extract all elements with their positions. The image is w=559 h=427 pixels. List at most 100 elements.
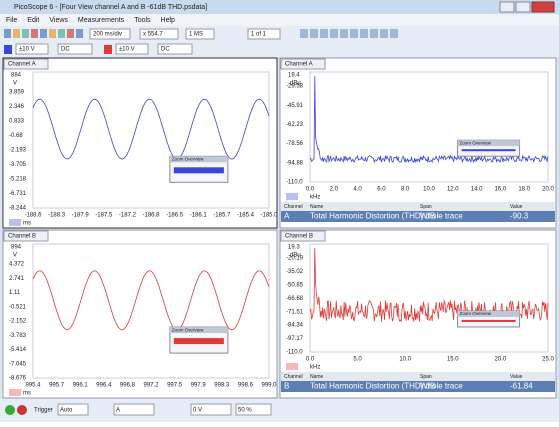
- y-tick-label: -6.731: [9, 191, 27, 197]
- y-tick-label: -45.91: [286, 103, 304, 109]
- tool-button[interactable]: [76, 29, 83, 38]
- unit-chip: [9, 219, 21, 226]
- panel-tab-label: Channel B: [8, 234, 36, 240]
- tool-button[interactable]: [31, 29, 38, 38]
- channel-icon[interactable]: [4, 45, 12, 54]
- status-field[interactable]: [57, 403, 89, 416]
- x-tick-label: 997.9: [191, 383, 207, 389]
- y-unit: dBu: [290, 81, 301, 87]
- tool-button[interactable]: [22, 29, 29, 38]
- samples-box[interactable]: [185, 28, 215, 40]
- y-tick-label: 2.346: [9, 104, 25, 110]
- x-unit: ms: [23, 391, 31, 397]
- measurement-cell: Total Harmonic Distortion (THD) dB: [310, 382, 435, 391]
- window-title: PicoScope 6 - [Four View channel A and B…: [14, 4, 207, 11]
- tool-button[interactable]: [40, 29, 47, 38]
- tool-button[interactable]: [370, 29, 378, 38]
- x-tick-label: 4.0: [353, 187, 362, 193]
- menu-item[interactable]: Edit: [27, 17, 39, 24]
- timebase-box[interactable]: [89, 28, 131, 40]
- measurement-header-cell: Name: [310, 204, 324, 210]
- x-tick-label: 18.0: [518, 187, 530, 193]
- y-tick-label: -3.705: [9, 162, 27, 168]
- menu-item[interactable]: Help: [161, 17, 176, 24]
- measurement-cell: Whole trace: [420, 212, 463, 221]
- x-unit: kHz: [310, 365, 320, 371]
- tool-button[interactable]: [67, 29, 74, 38]
- y-tick-label: -97.17: [286, 336, 304, 342]
- close-button[interactable]: [531, 1, 555, 13]
- tool-button[interactable]: [350, 29, 358, 38]
- tool-button[interactable]: [390, 29, 398, 38]
- y-tick-label: -2.152: [9, 319, 27, 325]
- x-tick-label: -188.3: [48, 213, 66, 219]
- tool-button[interactable]: [340, 29, 348, 38]
- run-button[interactable]: [5, 405, 15, 415]
- y-tick-label: 0.833: [9, 119, 25, 125]
- status-trigger: Trigger: [34, 408, 53, 414]
- x-tick-label: 16.0: [495, 187, 507, 193]
- menu-item[interactable]: Tools: [134, 17, 151, 24]
- menu-item[interactable]: File: [6, 17, 17, 24]
- menu-item[interactable]: Views: [49, 17, 68, 24]
- panel-tab[interactable]: [280, 58, 326, 70]
- zoom-overview-title: Zoom Overview: [172, 157, 204, 162]
- y-tick-label: -71.51: [286, 309, 304, 315]
- scale-top: 19.3: [288, 245, 300, 251]
- tool-button[interactable]: [4, 29, 11, 38]
- zoom-overview-trace: [173, 338, 224, 345]
- y-tick-label: -66.68: [286, 296, 304, 302]
- measurement-header-cell: Span: [420, 374, 432, 380]
- maximize-button[interactable]: [515, 1, 531, 13]
- capture-index-box[interactable]: [247, 28, 281, 40]
- tool-button[interactable]: [13, 29, 20, 38]
- stop-button[interactable]: [17, 405, 27, 415]
- channel-range: ±10 V: [119, 47, 135, 53]
- minimize-button[interactable]: [499, 1, 515, 13]
- measurement-row[interactable]: [281, 381, 555, 392]
- x-tick-label: -186.5: [166, 213, 184, 219]
- channel-range-box[interactable]: [115, 43, 149, 55]
- panel-tab[interactable]: [3, 230, 49, 242]
- status-source: A: [116, 408, 120, 414]
- zoom-factor-box[interactable]: [139, 28, 179, 40]
- channel-coupling-box[interactable]: [157, 43, 193, 55]
- y-tick-label: -84.34: [286, 323, 304, 329]
- x-tick-label: 25.0: [542, 357, 554, 363]
- status-field[interactable]: [113, 403, 155, 416]
- tool-button[interactable]: [49, 29, 56, 38]
- tool-button[interactable]: [58, 29, 65, 38]
- x-tick-label: 20.0: [542, 187, 554, 193]
- zoom-overview-title: Zoom Overview: [460, 140, 492, 145]
- x-tick-label: 10.0: [399, 357, 411, 363]
- x-tick-label: -186.1: [190, 213, 208, 219]
- panel-tab-label: Channel A: [8, 62, 36, 68]
- measurement-header-cell: Name: [310, 374, 324, 380]
- capture-index: 1 of 1: [251, 32, 267, 38]
- x-tick-label: 996.8: [120, 383, 136, 389]
- status-pre: 50 %: [238, 408, 252, 414]
- tool-button[interactable]: [320, 29, 328, 38]
- panel-tab[interactable]: [280, 230, 326, 242]
- status-mode: Auto: [60, 408, 73, 414]
- x-tick-label: 0.0: [306, 357, 315, 363]
- tool-button[interactable]: [380, 29, 388, 38]
- measurement-row[interactable]: [281, 211, 555, 222]
- status-field[interactable]: [235, 403, 272, 416]
- menu-item[interactable]: Measurements: [78, 17, 125, 24]
- channel-coupling-box[interactable]: [57, 43, 93, 55]
- tool-button[interactable]: [330, 29, 338, 38]
- plot-area: [32, 71, 270, 209]
- zoom-overview-trace: [461, 319, 516, 322]
- x-tick-label: 999.0: [261, 383, 277, 389]
- panel-tab[interactable]: [3, 58, 49, 70]
- measurement-cell: -61.84: [510, 382, 533, 391]
- channel-icon[interactable]: [104, 45, 112, 54]
- tool-button[interactable]: [310, 29, 318, 38]
- tool-button[interactable]: [300, 29, 308, 38]
- status-field[interactable]: [190, 403, 232, 416]
- measurement-cell: -90.3: [510, 212, 529, 221]
- channel-range-box[interactable]: [15, 43, 49, 55]
- zoom-overview-title-bar: [169, 327, 228, 334]
- tool-button[interactable]: [360, 29, 368, 38]
